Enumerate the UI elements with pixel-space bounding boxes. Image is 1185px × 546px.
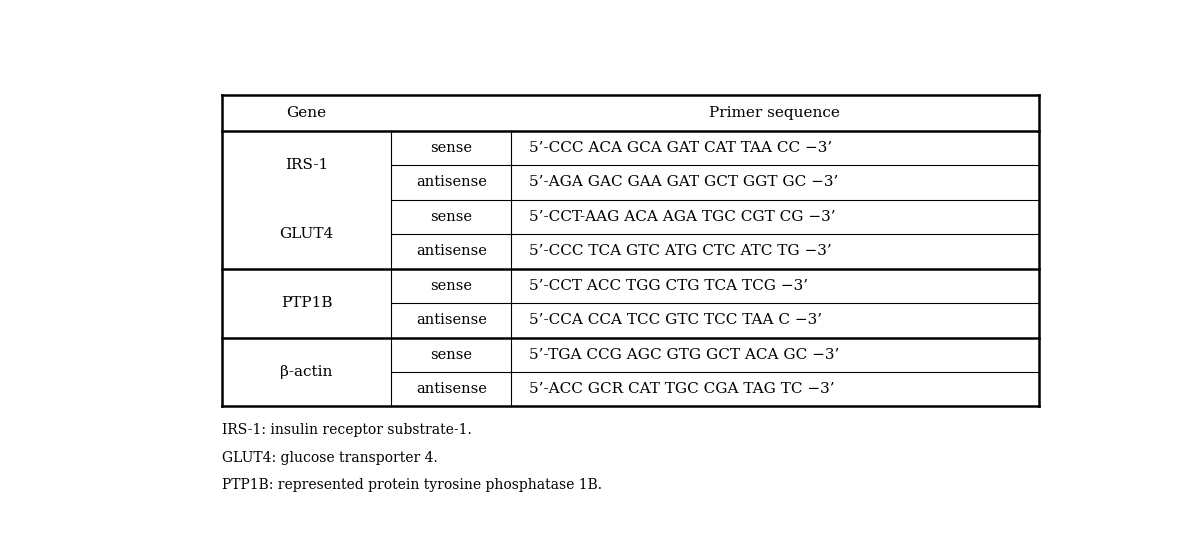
Text: GLUT4: glucose transporter 4.: GLUT4: glucose transporter 4. — [222, 450, 437, 465]
Text: sense: sense — [430, 348, 472, 362]
Text: β-actin: β-actin — [281, 365, 333, 379]
Text: Gene: Gene — [287, 106, 327, 120]
Text: antisense: antisense — [416, 382, 487, 396]
Text: sense: sense — [430, 141, 472, 155]
Text: Primer sequence: Primer sequence — [710, 106, 840, 120]
Text: antisense: antisense — [416, 245, 487, 258]
Text: sense: sense — [430, 210, 472, 224]
Text: IRS-1: insulin receptor substrate-1.: IRS-1: insulin receptor substrate-1. — [222, 423, 472, 437]
Text: 5’-ACC GCR CAT TGC CGA TAG TC −3’: 5’-ACC GCR CAT TGC CGA TAG TC −3’ — [530, 382, 835, 396]
Text: PTP1B: represented protein tyrosine phosphatase 1B.: PTP1B: represented protein tyrosine phos… — [222, 478, 602, 492]
Text: 5’-CCC TCA GTC ATG CTC ATC TG −3’: 5’-CCC TCA GTC ATG CTC ATC TG −3’ — [530, 245, 832, 258]
Text: PTP1B: PTP1B — [281, 296, 332, 310]
Text: sense: sense — [430, 279, 472, 293]
Text: 5’-CCT-AAG ACA AGA TGC CGT CG −3’: 5’-CCT-AAG ACA AGA TGC CGT CG −3’ — [530, 210, 835, 224]
Text: 5’-AGA GAC GAA GAT GCT GGT GC −3’: 5’-AGA GAC GAA GAT GCT GGT GC −3’ — [530, 175, 839, 189]
Text: 5’-TGA CCG AGC GTG GCT ACA GC −3’: 5’-TGA CCG AGC GTG GCT ACA GC −3’ — [530, 348, 840, 362]
Text: 5’-CCC ACA GCA GAT CAT TAA CC −3’: 5’-CCC ACA GCA GAT CAT TAA CC −3’ — [530, 141, 833, 155]
Text: antisense: antisense — [416, 313, 487, 327]
Text: 5’-CCT ACC TGG CTG TCA TCG −3’: 5’-CCT ACC TGG CTG TCA TCG −3’ — [530, 279, 808, 293]
Text: IRS-1: IRS-1 — [284, 158, 328, 172]
Text: antisense: antisense — [416, 175, 487, 189]
Text: 5’-CCA CCA TCC GTC TCC TAA C −3’: 5’-CCA CCA TCC GTC TCC TAA C −3’ — [530, 313, 822, 327]
Text: GLUT4: GLUT4 — [280, 227, 334, 241]
